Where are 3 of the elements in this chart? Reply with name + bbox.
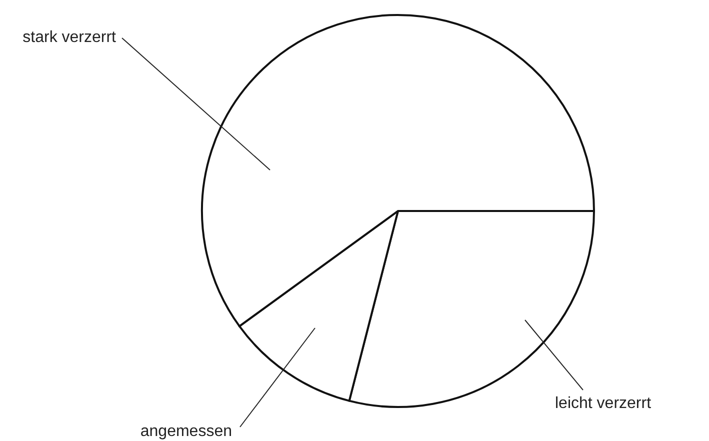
slice-label: leicht verzerrt [555, 395, 652, 412]
slice-label: stark verzerrt [22, 29, 117, 46]
slice-label: angemessen [140, 423, 232, 440]
